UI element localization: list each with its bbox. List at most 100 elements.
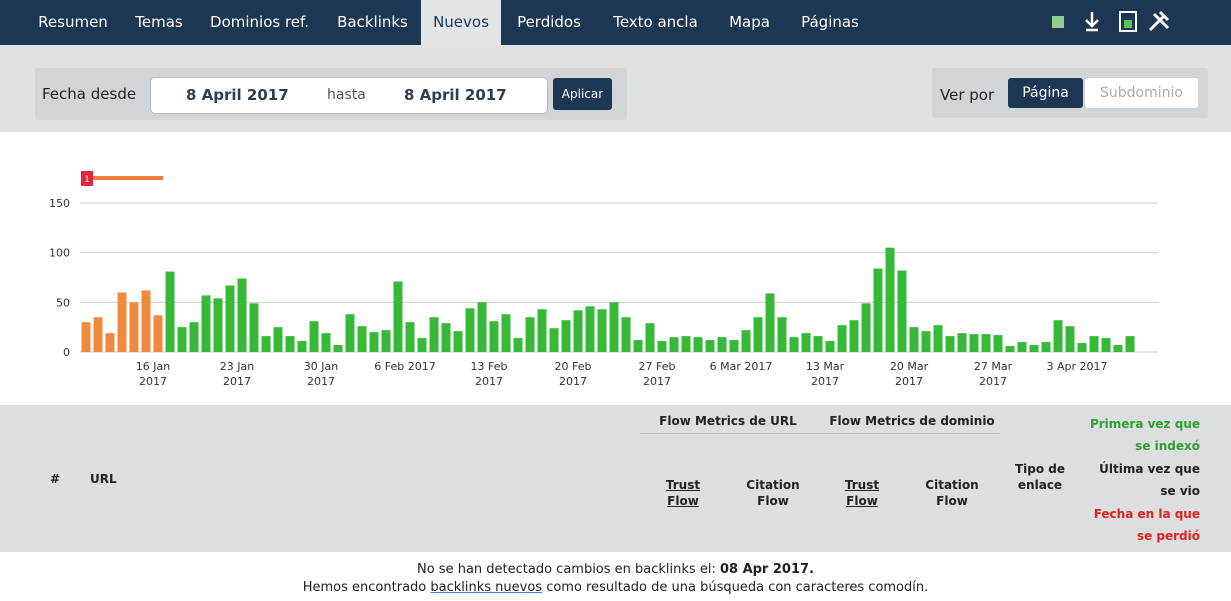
bar [849,320,859,352]
x-tick-label: 23 Jan 2017 [219,360,255,388]
bar [441,323,451,352]
bar [201,295,211,352]
link-type-header: Tipo de enlace [1014,462,1066,492]
bar [993,335,1003,352]
x-tick-label-box: 23 Jan 2017 [219,360,255,388]
x-tick-label: 30 Jan 2017 [303,360,339,388]
bar [129,302,139,352]
bar [549,328,559,352]
tab[interactable]: Backlinks [337,13,408,31]
bar [93,317,103,352]
bar [249,303,259,352]
bar [369,332,379,352]
bar [429,317,439,352]
tab[interactable]: Perdidos [517,13,581,31]
metric-header[interactable]: Trust Flow [665,478,701,508]
range-marker [81,171,93,186]
tab[interactable]: Páginas [801,13,859,31]
metric-header[interactable]: Trust Flow [844,478,880,508]
bar [825,341,835,352]
bar [741,330,751,352]
to-date: 8 April 2017 [404,86,507,104]
y-tick-label: 50 [56,296,70,309]
bar [321,333,331,352]
bar [141,290,151,352]
x-tick-label-box: 27 Mar 2017 [974,360,1012,388]
x-tick-label-box: 30 Jan 2017 [303,360,339,388]
bar [657,341,667,352]
bar [381,330,391,352]
bar [585,306,595,352]
date-header: Fecha en la que se perdió [1093,507,1200,543]
view-option[interactable]: Subdominio [1085,78,1198,108]
tab[interactable]: Temas [135,13,183,31]
icon[interactable] [1119,11,1137,32]
bar [117,292,127,352]
x-tick-label: 20 Mar 2017 [889,360,929,388]
tab[interactable]: Mapa [729,13,770,31]
apply-button[interactable]: Aplicar [553,78,612,110]
bar [345,314,355,352]
tab[interactable]: Dominios ref. [210,13,309,31]
bar [681,336,691,352]
x-tick-label-box: 13 Feb 2017 [470,360,508,388]
group-header: Flow Metrics de URL [659,414,797,428]
y-tick-label: 150 [49,197,70,210]
icon[interactable] [1085,12,1099,32]
bar [921,331,931,352]
x-tick-label: 16 Jan 2017 [135,360,171,388]
message-text: No se han detectado cambios en backlinks… [416,562,720,577]
date-input[interactable] [150,77,548,114]
x-tick-label-box: 13 Mar 2017 [806,360,844,388]
bar [393,281,403,352]
bar [777,317,787,352]
tab[interactable]: Nuevos [421,0,501,45]
bar [477,302,487,352]
bar [1089,336,1099,352]
icon[interactable] [1052,16,1064,28]
bar [1101,338,1111,352]
annotation: 1 [84,175,90,185]
view-option[interactable]: Página [1008,78,1083,108]
filter-bar: Fecha desde 8 April 2017 hasta 8 April 2… [0,45,1231,132]
bar [969,334,979,352]
link[interactable]: backlinks nuevos [430,580,543,595]
x-tick-label-box: 6 Feb 2017 [374,360,435,373]
bar [765,293,775,352]
bar [285,336,295,352]
date-header: Primera vez que se indexó [1089,417,1200,453]
bar [813,336,823,352]
x-tick-label: 20 Feb 2017 [554,360,592,388]
nav-icons [1052,10,1170,32]
bar [417,338,427,352]
date-header: Última vez que se vio [1099,462,1200,498]
bar [489,321,499,352]
x-tick-label: 6 Mar 2017 [709,360,773,373]
icon[interactable] [1148,10,1170,32]
bar [957,333,967,352]
message-date: 08 Apr 2017. [719,562,814,577]
bar [513,338,523,352]
view-label: Ver por [940,86,995,104]
bar [645,323,655,352]
x-tick-label-box: 3 Apr 2017 [1046,360,1107,373]
bar [573,310,583,352]
bar [213,298,223,352]
bar [909,327,919,352]
bar [1113,345,1123,352]
bar [309,321,319,352]
bar [153,315,163,352]
bar [705,340,715,352]
bar [717,337,727,352]
x-tick-label-box: 20 Feb 2017 [554,360,592,388]
tab[interactable]: Texto ancla [613,13,698,31]
tab[interactable]: Resumen [38,13,108,31]
bar [273,327,283,352]
bar [357,326,367,352]
bar [165,271,175,352]
to-label: hasta [327,87,366,103]
x-tick-label: 13 Feb 2017 [470,360,508,388]
message-line: Hemos encontrado backlinks nuevos como r… [0,580,1231,595]
col-url: URL [90,472,117,486]
